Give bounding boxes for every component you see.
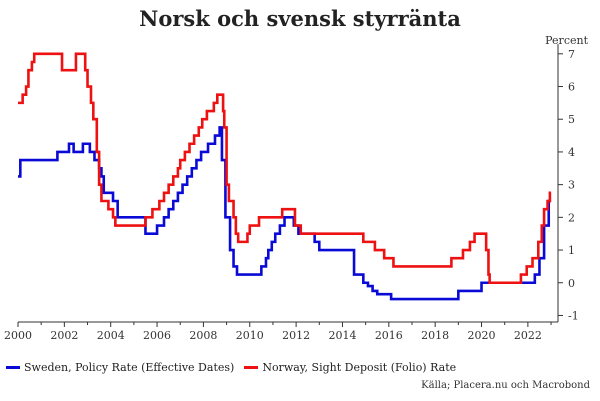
x-tick-label: 2006: [143, 329, 171, 342]
legend-swatch-sweden: [6, 366, 20, 369]
y-tick-label: 2: [568, 211, 575, 224]
x-tick-label: 2010: [236, 329, 264, 342]
y-axis-unit-label: Percent: [545, 34, 588, 47]
legend-swatch-norway: [244, 366, 259, 369]
x-tick-label: 2014: [328, 329, 356, 342]
y-tick-label: 4: [568, 146, 575, 159]
series-line-norway: [18, 52, 552, 285]
chart-title: Norsk och svensk styrränta: [139, 6, 461, 31]
x-tick-label: 2002: [50, 329, 78, 342]
y-tick-label: 7: [568, 48, 575, 61]
y-tick-label: 0: [568, 277, 575, 290]
y-tick-label: 5: [568, 113, 575, 126]
y-tick-label: 6: [568, 81, 575, 94]
x-tick-label: 2016: [375, 329, 403, 342]
legend: Sweden, Policy Rate (Effective Dates) No…: [6, 361, 456, 374]
x-tick-label: 2012: [282, 329, 310, 342]
series-layer: [18, 52, 552, 301]
legend-item-sweden: Sweden, Policy Rate (Effective Dates): [6, 361, 234, 374]
source-note: Källa; Placera.nu och Macrobond: [421, 380, 590, 391]
legend-label-norway: Norway, Sight Deposit (Folio) Rate: [262, 361, 457, 374]
y-tick-label: 3: [568, 179, 575, 192]
x-tick-label: 2020: [468, 329, 496, 342]
x-tick-label: 2000: [4, 329, 32, 342]
x-tick-label: 2008: [189, 329, 217, 342]
x-tick-label: 2004: [97, 329, 125, 342]
x-tick-label: 2018: [421, 329, 449, 342]
legend-label-sweden: Sweden, Policy Rate (Effective Dates): [24, 361, 235, 374]
legend-item-norway: Norway, Sight Deposit (Folio) Rate: [244, 361, 456, 374]
y-tick-label: 1: [568, 244, 575, 257]
y-tick-label: -1: [568, 309, 579, 322]
x-tick-label: 2022: [514, 329, 542, 342]
axes: 2000 2002 2004 2006 2008 2010 2012 2014 2016 2018…: [4, 44, 579, 342]
